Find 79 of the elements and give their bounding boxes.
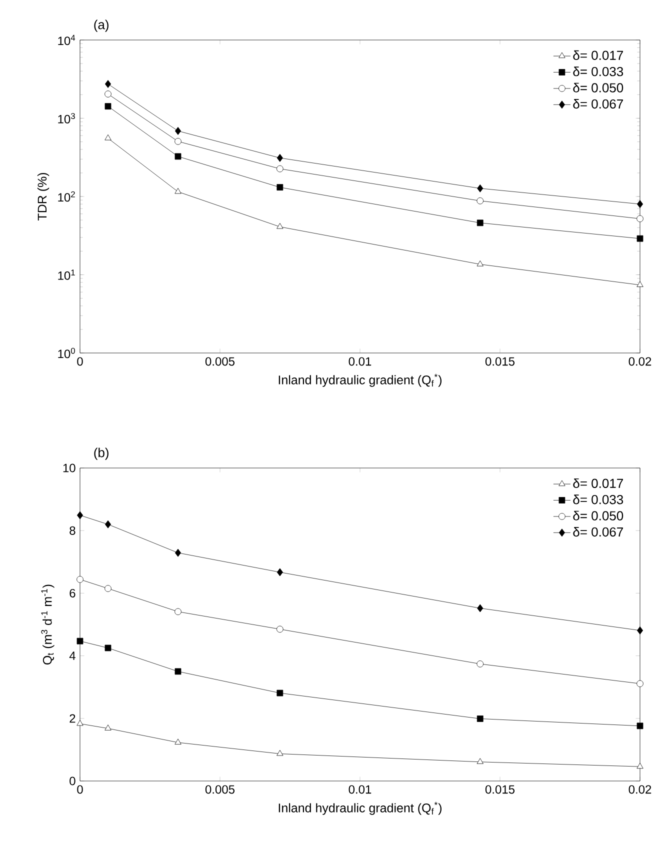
point <box>276 223 284 229</box>
x-axis-title: Inland hydraulic gradient (Q$_{f}$$^{*}$) <box>278 802 442 815</box>
y-tick-label: 8 <box>70 526 76 535</box>
point <box>476 758 484 764</box>
point <box>636 200 644 208</box>
point <box>276 154 283 162</box>
point <box>276 626 284 633</box>
x-tick-label: 0 <box>77 785 83 794</box>
point <box>276 184 284 191</box>
point <box>76 576 84 583</box>
x-tick-label: 0.015 <box>485 785 515 794</box>
point <box>104 134 112 140</box>
point <box>104 90 112 98</box>
legend-label: δ= 0.050 <box>573 510 624 520</box>
legend-label: δ= 0.017 <box>573 478 623 488</box>
x-tick-label: 0.02 <box>628 785 652 794</box>
point <box>477 604 484 612</box>
point <box>174 548 182 557</box>
y-tick-label: 10$^{2}$ <box>58 191 75 202</box>
x-tick-label: 0.02 <box>628 357 652 366</box>
legend-label: δ= 0.033 <box>573 494 624 504</box>
point <box>104 80 112 88</box>
legend-label: δ= 0.067 <box>573 527 623 537</box>
y-tick-label: 10 <box>63 464 76 472</box>
point <box>476 260 484 266</box>
x-axis-title: Inland hydraulic gradient (Q$_{f}$$^{*}$) <box>278 374 442 387</box>
point <box>104 103 112 110</box>
y-tick-label: 10$^{1}$ <box>58 270 75 280</box>
point <box>636 626 644 634</box>
point <box>276 750 284 756</box>
point <box>174 153 182 160</box>
point <box>174 738 182 744</box>
legend-label: δ= 0.067 <box>573 99 623 109</box>
y-tick-label: 2 <box>70 714 76 723</box>
y-axis-title: TDR (%) <box>37 172 50 221</box>
point <box>476 220 484 226</box>
point <box>276 568 283 576</box>
point <box>636 281 644 287</box>
point <box>174 126 182 135</box>
point <box>276 690 284 696</box>
y-tick-label: 6 <box>70 588 76 598</box>
point <box>276 165 284 172</box>
point <box>76 720 84 726</box>
point <box>476 197 484 204</box>
point <box>104 724 112 730</box>
point <box>477 184 484 192</box>
x-tick-label: 0.015 <box>485 357 515 366</box>
point <box>636 215 644 222</box>
y-tick-label: 4 <box>69 652 76 660</box>
point <box>636 235 644 242</box>
y-tick-label: 10$^{0}$ <box>58 348 75 358</box>
x-tick-label: 0.01 <box>348 357 372 366</box>
point <box>76 638 84 644</box>
point <box>636 762 644 769</box>
point <box>104 520 112 528</box>
chart-title: (a) <box>94 20 108 32</box>
legend-label: δ= 0.033 <box>573 66 624 76</box>
y-tick-label: 10$^{3}$ <box>58 113 75 124</box>
legend-label: δ= 0.017 <box>573 50 623 60</box>
point <box>104 644 112 652</box>
y-tick-label: 0 <box>70 776 76 786</box>
x-tick-label: 0 <box>77 357 83 366</box>
point <box>174 668 182 675</box>
point <box>174 138 182 145</box>
y-tick-label: 10$^{4}$ <box>58 34 76 46</box>
text: Q$_{t}$ (m$^{3}$ d$^{-1}$ m$^{-1}$) <box>41 584 54 664</box>
point <box>76 511 84 520</box>
point <box>476 660 484 668</box>
point <box>636 680 644 688</box>
point <box>104 585 112 592</box>
x-tick-label: 0.005 <box>205 785 235 794</box>
point <box>636 722 644 730</box>
point <box>174 188 182 194</box>
x-tick-label: 0.01 <box>348 785 372 794</box>
legend-label: δ= 0.050 <box>573 82 624 92</box>
point <box>174 608 182 616</box>
chart-title: (b) <box>94 448 108 460</box>
point <box>476 716 484 722</box>
x-tick-label: 0.005 <box>205 357 235 366</box>
